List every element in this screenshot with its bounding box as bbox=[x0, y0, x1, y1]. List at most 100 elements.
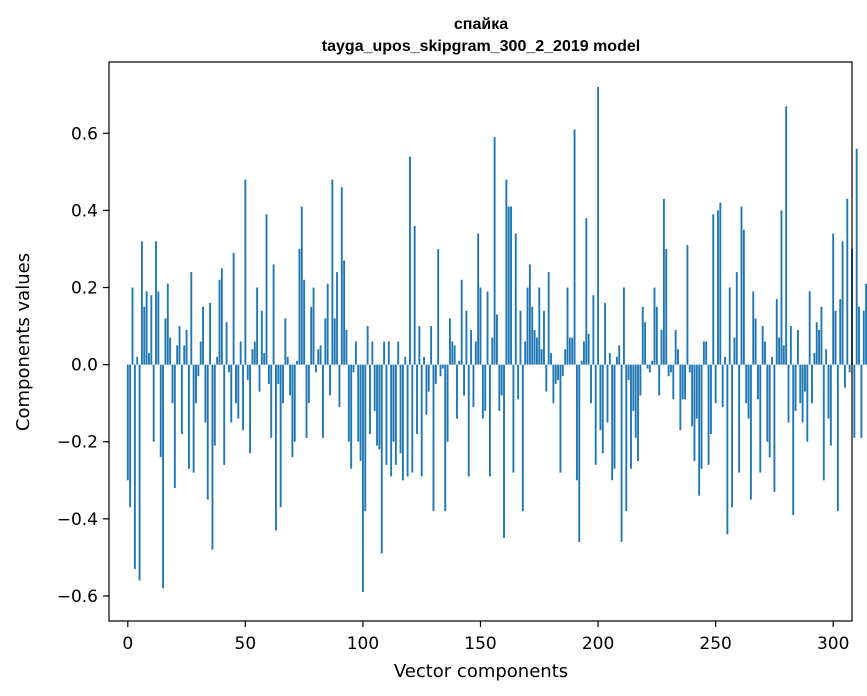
bar-179 bbox=[547, 272, 550, 365]
bar-259 bbox=[735, 272, 738, 365]
bar-239 bbox=[688, 364, 691, 373]
bar-79 bbox=[312, 287, 315, 365]
bar-313 bbox=[862, 310, 865, 365]
bar-278 bbox=[780, 210, 783, 365]
bar-185 bbox=[561, 364, 564, 377]
bar-88 bbox=[333, 318, 336, 365]
bar-206 bbox=[611, 364, 614, 481]
bar-223 bbox=[651, 360, 654, 365]
bar-54 bbox=[253, 341, 256, 365]
bar-95 bbox=[350, 364, 353, 469]
bar-70 bbox=[291, 364, 294, 458]
bar-273 bbox=[768, 364, 771, 458]
bar-213 bbox=[627, 364, 630, 381]
bar-238 bbox=[686, 245, 689, 365]
bar-56 bbox=[258, 364, 261, 392]
bar-155 bbox=[491, 337, 494, 365]
x-tick-label-150: 150 bbox=[464, 634, 496, 654]
bar-42 bbox=[225, 322, 228, 365]
bar-38 bbox=[216, 356, 219, 365]
bar-255 bbox=[726, 364, 729, 535]
bar-113 bbox=[392, 364, 395, 442]
bar-109 bbox=[383, 341, 386, 365]
bar-169 bbox=[524, 341, 527, 365]
bar-270 bbox=[761, 326, 764, 365]
bar-139 bbox=[453, 345, 456, 365]
bar-309 bbox=[853, 364, 856, 438]
bar-204 bbox=[606, 364, 609, 423]
bar-63 bbox=[274, 364, 277, 531]
bar-212 bbox=[625, 364, 628, 512]
bar-314 bbox=[865, 283, 867, 365]
bar-188 bbox=[568, 337, 571, 365]
bar-222 bbox=[648, 364, 651, 373]
bar-137 bbox=[448, 318, 451, 365]
bar-190 bbox=[573, 129, 576, 365]
bar-214 bbox=[630, 364, 632, 469]
bar-215 bbox=[632, 364, 635, 411]
x-tick-label-0: 0 bbox=[122, 634, 133, 654]
bar-161 bbox=[505, 179, 508, 365]
bar-166 bbox=[517, 364, 520, 400]
bar-236 bbox=[681, 364, 684, 400]
bar-302 bbox=[836, 364, 839, 512]
bar-80 bbox=[314, 364, 317, 373]
bar-196 bbox=[587, 333, 590, 365]
bar-129 bbox=[430, 326, 433, 365]
bar-110 bbox=[385, 364, 388, 465]
bar-154 bbox=[488, 364, 491, 477]
bar-25 bbox=[185, 329, 188, 365]
bar-123 bbox=[416, 364, 418, 435]
bar-167 bbox=[519, 310, 522, 365]
y-tick-label-0: −0.6 bbox=[57, 587, 98, 607]
bar-135 bbox=[444, 364, 447, 512]
bar-39 bbox=[218, 279, 221, 365]
bar-7 bbox=[143, 306, 146, 365]
bar-194 bbox=[583, 341, 585, 365]
x-tick-label-250: 250 bbox=[699, 634, 731, 654]
bar-19 bbox=[171, 364, 174, 404]
bar-253 bbox=[721, 364, 724, 408]
bar-121 bbox=[411, 364, 414, 473]
bar-244 bbox=[700, 364, 703, 469]
bar-130 bbox=[432, 364, 435, 512]
bar-144 bbox=[465, 310, 468, 365]
bar-218 bbox=[639, 364, 642, 396]
y-axis-label: Components values bbox=[13, 253, 34, 431]
chart-title: спайка bbox=[454, 16, 508, 33]
bar-175 bbox=[538, 287, 541, 365]
bar-8 bbox=[145, 291, 148, 365]
y-tick-label-2: −0.2 bbox=[57, 433, 98, 453]
bar-122 bbox=[413, 225, 416, 365]
bar-182 bbox=[554, 364, 557, 384]
bar-282 bbox=[789, 326, 792, 365]
bar-292 bbox=[813, 353, 816, 365]
bar-191 bbox=[575, 364, 578, 481]
bar-41 bbox=[223, 364, 226, 465]
x-axis-label: Vector components bbox=[394, 661, 568, 682]
bar-16 bbox=[164, 318, 167, 365]
bar-152 bbox=[484, 364, 487, 411]
bar-195 bbox=[585, 218, 588, 365]
bar-162 bbox=[507, 206, 510, 365]
bar-34 bbox=[206, 364, 209, 500]
bar-83 bbox=[322, 364, 324, 438]
bar-269 bbox=[759, 364, 762, 473]
bar-260 bbox=[738, 364, 741, 473]
bar-44 bbox=[230, 364, 233, 423]
bar-13 bbox=[157, 291, 160, 365]
bar-97 bbox=[354, 341, 357, 365]
bar-66 bbox=[282, 364, 284, 404]
bar-234 bbox=[677, 349, 679, 365]
bar-202 bbox=[601, 364, 604, 454]
bar-178 bbox=[545, 364, 548, 392]
bar-3 bbox=[133, 364, 136, 569]
bar-303 bbox=[839, 299, 842, 365]
bar-108 bbox=[380, 364, 383, 554]
bar-14 bbox=[159, 364, 162, 458]
bar-227 bbox=[660, 329, 663, 365]
bar-23 bbox=[180, 364, 183, 435]
bar-286 bbox=[799, 364, 802, 404]
bar-50 bbox=[244, 179, 247, 365]
y-tick-label-1: −0.4 bbox=[57, 510, 98, 530]
